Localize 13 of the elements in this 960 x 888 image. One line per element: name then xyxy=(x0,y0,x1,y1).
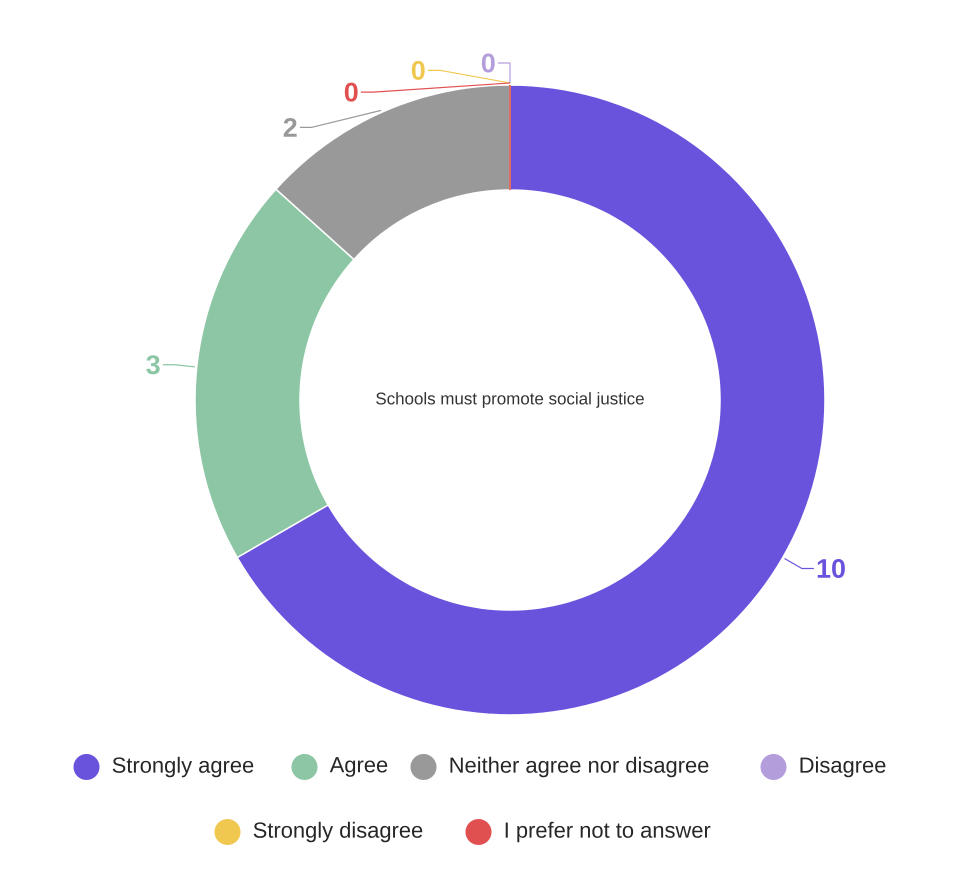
text: 0 xyxy=(412,60,425,80)
data-label: 10 xyxy=(818,558,845,578)
text: 0 xyxy=(344,82,358,102)
text: Schools must promote social justice xyxy=(376,392,644,408)
legend-label: I prefer not to answer xyxy=(506,822,710,842)
data-label: 3 xyxy=(146,355,160,374)
legend-label: Strongly agree xyxy=(112,756,254,778)
legend-label: Strongly disagree xyxy=(254,822,422,842)
legend-label: Neither agree nor disagree xyxy=(450,756,708,778)
legend-label: Disagree xyxy=(800,756,886,778)
text: 0 xyxy=(482,53,495,73)
legend-label: Agree xyxy=(330,757,388,777)
data-label: 2 xyxy=(284,118,297,137)
